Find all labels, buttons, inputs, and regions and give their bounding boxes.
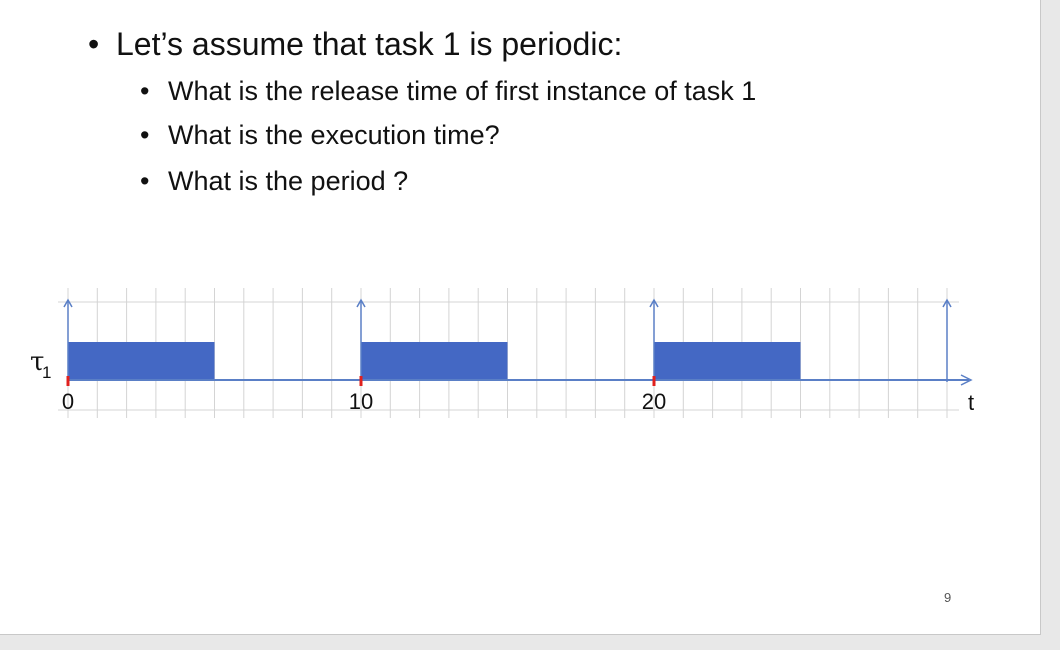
sub-bullet-text: What is the release time of first instan… xyxy=(168,76,757,106)
bullet-dot: • xyxy=(140,166,150,196)
sub-bullet-text: What is the period ? xyxy=(168,166,409,196)
bullet-dot: • xyxy=(88,26,100,62)
main-bullet-text: Let’s assume that task 1 is periodic: xyxy=(116,26,623,62)
axis-arrowhead xyxy=(960,374,973,386)
job-bar xyxy=(361,342,508,380)
task-timeline-chart: 0 10 20 t τ1 xyxy=(30,288,974,418)
slide: • Let’s assume that task 1 is periodic: … xyxy=(0,0,1041,635)
job-bar xyxy=(654,342,801,380)
task-label-subscript: 1 xyxy=(42,363,51,382)
task-label: τ xyxy=(30,347,44,377)
page-number: 9 xyxy=(944,590,952,605)
bullet-dot: • xyxy=(140,76,150,106)
tick-label: 0 xyxy=(62,389,74,414)
release-arrowhead xyxy=(649,298,659,308)
sub-bullet-text: What is the execution time? xyxy=(168,120,500,150)
release-arrowhead xyxy=(63,298,73,308)
tick-label: 10 xyxy=(349,389,373,414)
release-arrowhead xyxy=(942,298,952,308)
tick-label: 20 xyxy=(642,389,666,414)
axis-label: t xyxy=(968,390,974,415)
bullet-dot: • xyxy=(140,120,150,150)
job-bar xyxy=(68,342,215,380)
release-arrowhead xyxy=(356,298,366,308)
